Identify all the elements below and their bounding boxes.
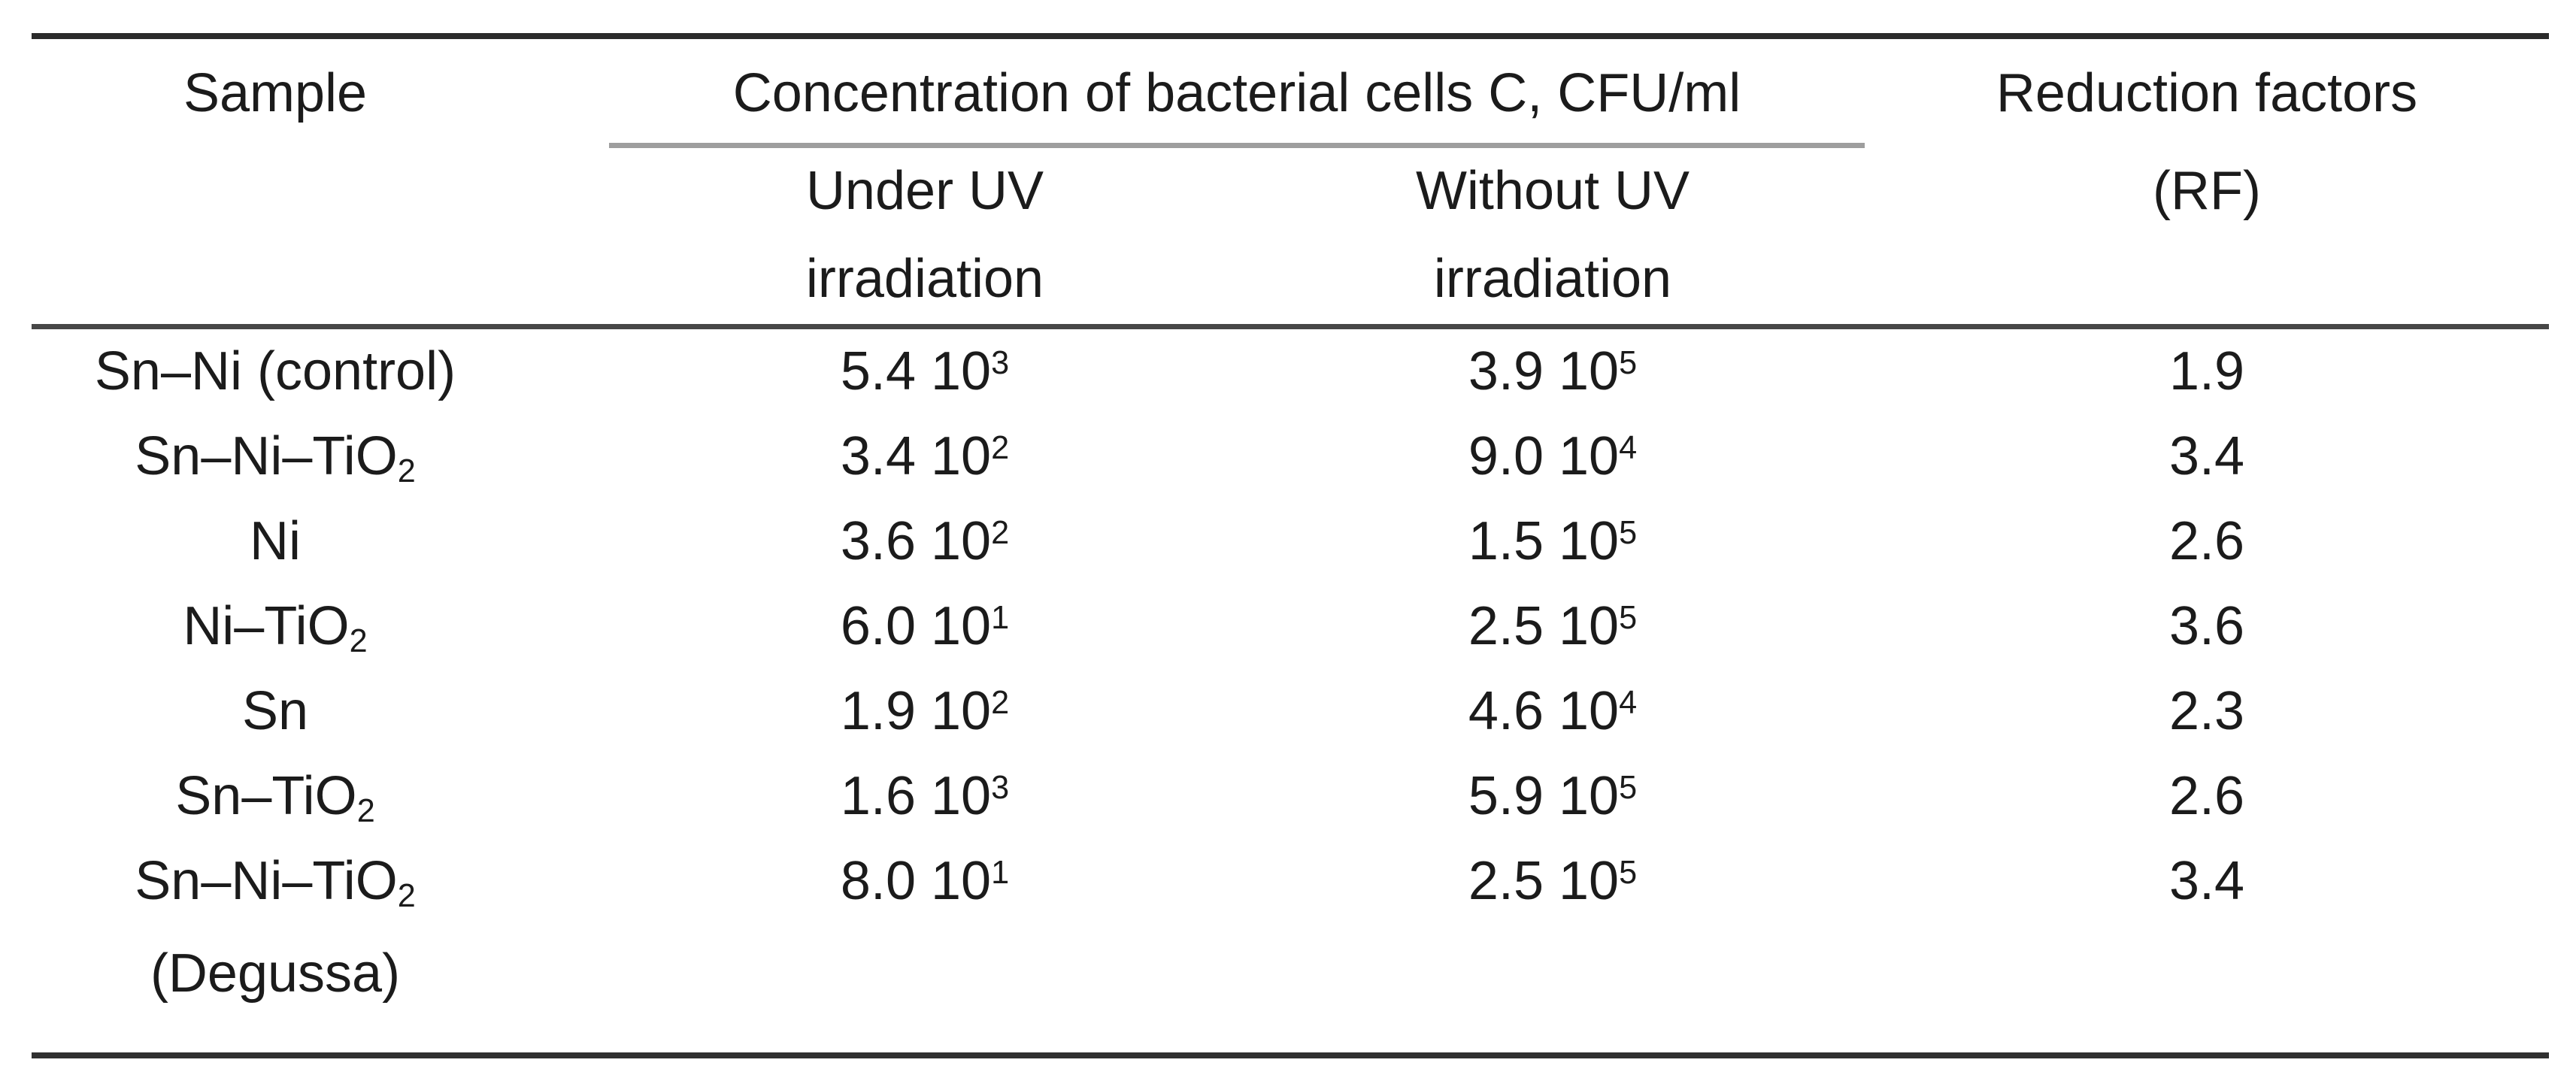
value-exponent: 3 — [991, 345, 1010, 382]
reduction-factor-cell: 2.6 — [2168, 511, 2245, 571]
sample-cell: Sn–Ni (control) — [32, 329, 609, 414]
header-sample: Sample — [183, 63, 368, 123]
under-uv-cell: 3.6 102 — [609, 499, 1241, 584]
value-mantissa: 1.9 10 — [840, 681, 992, 741]
sample-cell: Sn–Ni–TiO2 (Degussa) — [32, 839, 609, 1016]
without-uv-cell: 5.9 105 — [1241, 754, 1865, 839]
value-exponent: 3 — [991, 770, 1010, 807]
under-uv-cell: 6.0 101 — [609, 584, 1241, 669]
sample-cell: Ni–TiO2 — [32, 584, 609, 669]
sample-name: Sn–Ni–TiO — [135, 851, 398, 911]
value-exponent: 2 — [991, 685, 1010, 722]
bottom-spacer — [32, 1016, 2549, 1052]
value-exponent: 5 — [1619, 345, 1638, 382]
value-mantissa: 2.5 10 — [1468, 851, 1620, 911]
header-without-uv-line2: irradiation — [1433, 249, 1672, 309]
value-exponent: 4 — [1619, 430, 1638, 467]
sample-name: Sn — [241, 681, 309, 741]
reduction-factor-cell: 1.9 — [2168, 341, 2245, 401]
value-mantissa: 4.6 10 — [1468, 681, 1620, 741]
header-under-uv-line2: irradiation — [805, 249, 1044, 309]
value-exponent: 2 — [991, 430, 1010, 467]
value-mantissa: 9.0 10 — [1468, 426, 1620, 486]
value-exponent: 1 — [991, 855, 1010, 892]
value-exponent: 1 — [991, 600, 1010, 637]
under-uv-cell: 5.4 103 — [609, 329, 1241, 414]
sample-name: Ni — [250, 511, 301, 571]
sample-cell: Sn — [32, 669, 609, 754]
sample-note: (Degussa) — [150, 943, 401, 1004]
under-uv-cell: 3.4 102 — [609, 414, 1241, 499]
sample-name: Sn–Ni–TiO — [135, 426, 398, 486]
sample-subscript: 2 — [349, 623, 368, 660]
reduction-factor-cell: 2.6 — [2168, 766, 2245, 826]
table-body: Sn–Ni (control) 5.4 103 3.9 105 1.9 Sn–N… — [32, 329, 2549, 1016]
table-header-separator-rule — [32, 324, 2549, 329]
header-reduction-factors-line2: (RF) — [2153, 161, 2261, 221]
value-mantissa: 5.9 10 — [1468, 766, 1620, 826]
table-content: Sample Concentration of bacterial cells … — [32, 0, 2549, 1058]
sample-cell: Sn–Ni–TiO2 — [32, 414, 609, 499]
without-uv-cell: 2.5 105 — [1241, 584, 1865, 669]
value-mantissa: 5.4 10 — [840, 341, 992, 401]
header-reduction-factors-line1: Reduction factors — [1996, 63, 2418, 123]
under-uv-cell: 8.0 101 — [609, 839, 1241, 1016]
table-header: Sample Concentration of bacterial cells … — [32, 39, 2549, 324]
without-uv-cell: 4.6 104 — [1241, 669, 1865, 754]
value-exponent: 4 — [1619, 685, 1638, 722]
without-uv-cell: 1.5 105 — [1241, 499, 1865, 584]
reduction-factor-cell: 3.4 — [2168, 851, 2245, 911]
without-uv-cell: 2.5 105 — [1241, 839, 1865, 1016]
value-exponent: 2 — [991, 515, 1010, 552]
header-without-uv-line1: Without UV — [1415, 161, 1690, 221]
sample-name: Sn–TiO — [175, 766, 357, 826]
value-mantissa: 6.0 10 — [840, 596, 992, 656]
value-mantissa: 3.6 10 — [840, 511, 992, 571]
sample-name: Ni–TiO — [183, 596, 350, 656]
value-mantissa: 1.6 10 — [840, 766, 992, 826]
table-bottom-rule — [32, 1052, 2549, 1058]
without-uv-cell: 9.0 104 — [1241, 414, 1865, 499]
under-uv-cell: 1.6 103 — [609, 754, 1241, 839]
value-mantissa: 3.9 10 — [1468, 341, 1620, 401]
value-mantissa: 1.5 10 — [1468, 511, 1620, 571]
value-mantissa: 8.0 10 — [840, 851, 992, 911]
sample-cell: Sn–TiO2 — [32, 754, 609, 839]
value-exponent: 5 — [1619, 515, 1638, 552]
table-top-rule — [32, 33, 2549, 39]
sample-name: Sn–Ni (control) — [94, 341, 456, 401]
reduction-factor-cell: 3.6 — [2168, 596, 2245, 656]
header-concentration-group: Concentration of bacterial cells C, CFU/… — [609, 39, 1865, 148]
sample-subscript: 2 — [397, 453, 416, 490]
without-uv-cell: 3.9 105 — [1241, 329, 1865, 414]
reduction-factor-cell: 3.4 — [2168, 426, 2245, 486]
sample-subscript: 2 — [356, 793, 375, 830]
value-exponent: 5 — [1619, 855, 1638, 892]
value-exponent: 5 — [1619, 770, 1638, 807]
value-mantissa: 3.4 10 — [840, 426, 992, 486]
value-mantissa: 2.5 10 — [1468, 596, 1620, 656]
header-under-uv-line1: Under UV — [805, 161, 1044, 221]
sample-cell: Ni — [32, 499, 609, 584]
value-exponent: 5 — [1619, 600, 1638, 637]
reduction-factor-cell: 2.3 — [2168, 681, 2245, 741]
under-uv-cell: 1.9 102 — [609, 669, 1241, 754]
sample-subscript: 2 — [397, 878, 416, 915]
